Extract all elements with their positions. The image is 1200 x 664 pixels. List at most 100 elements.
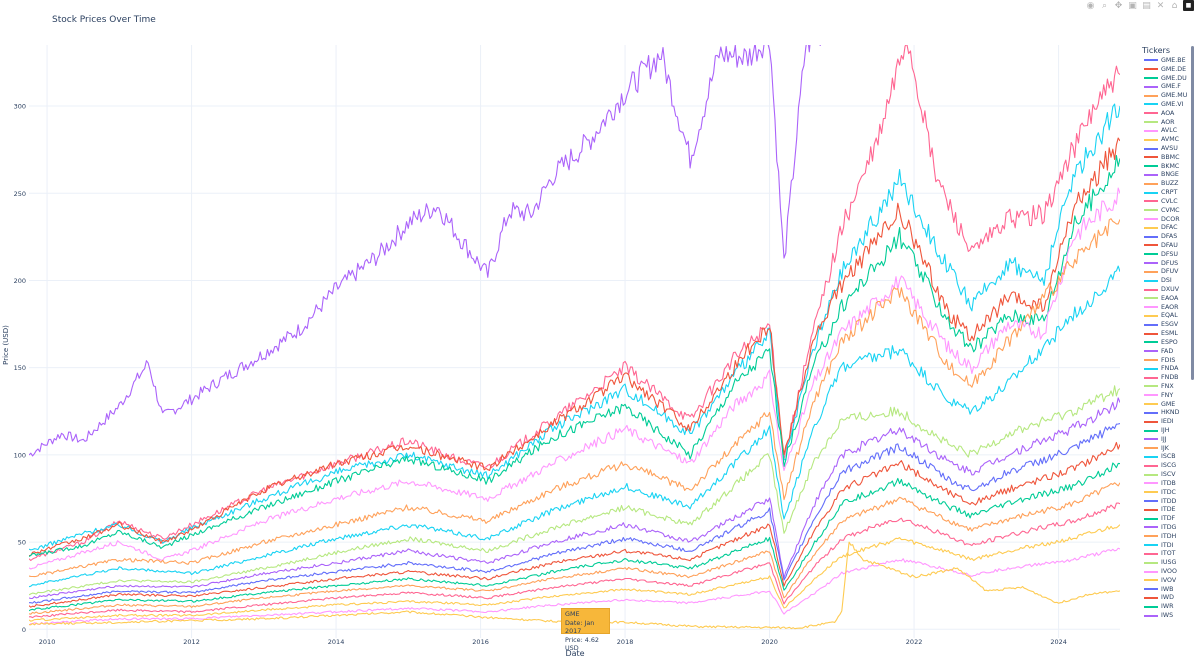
- legend-item[interactable]: FDIS: [1136, 356, 1192, 365]
- legend-item[interactable]: IEDI: [1136, 417, 1192, 426]
- legend-item[interactable]: FNDB: [1136, 373, 1192, 382]
- legend-item[interactable]: ITDG: [1136, 523, 1192, 532]
- legend-swatch: [1144, 235, 1158, 238]
- legend-item[interactable]: IJK: [1136, 444, 1192, 453]
- legend-item[interactable]: EQAL: [1136, 312, 1192, 321]
- legend-item[interactable]: DSI: [1136, 276, 1192, 285]
- legend-item[interactable]: GME.DU: [1136, 74, 1192, 83]
- legend-item[interactable]: ESGV: [1136, 320, 1192, 329]
- legend-item[interactable]: IUSG: [1136, 558, 1192, 567]
- legend-item[interactable]: IVOO: [1136, 567, 1192, 576]
- legend-item[interactable]: IWD: [1136, 594, 1192, 603]
- legend-item[interactable]: AVLC: [1136, 127, 1192, 136]
- modebar: ◉ ⌕ ✥ ▣ ▤ ✕ ⌂ ■: [1085, 0, 1194, 11]
- legend-item[interactable]: ISCB: [1136, 453, 1192, 462]
- legend-label: IJH: [1161, 427, 1170, 435]
- legend-item[interactable]: IJH: [1136, 426, 1192, 435]
- legend-item[interactable]: IVOV: [1136, 576, 1192, 585]
- legend-item[interactable]: GME.MU: [1136, 91, 1192, 100]
- legend-item[interactable]: FAD: [1136, 347, 1192, 356]
- reset-axes-icon[interactable]: ⌂: [1171, 0, 1178, 11]
- legend-item[interactable]: BUZZ: [1136, 179, 1192, 188]
- legend-item[interactable]: GME.F: [1136, 82, 1192, 91]
- legend-swatch: [1144, 526, 1158, 529]
- legend-item[interactable]: ITOT: [1136, 550, 1192, 559]
- legend-label: GME.DE: [1161, 65, 1187, 73]
- legend-item[interactable]: EAOR: [1136, 303, 1192, 312]
- legend-item[interactable]: CVLC: [1136, 197, 1192, 206]
- zoom-icon[interactable]: ⌕: [1101, 0, 1108, 11]
- legend-item[interactable]: ITDD: [1136, 497, 1192, 506]
- legend-label: BNGE: [1161, 171, 1179, 179]
- legend-item[interactable]: CVMC: [1136, 206, 1192, 215]
- plotly-logo-icon[interactable]: ■: [1183, 0, 1194, 11]
- legend-label: HKND: [1161, 409, 1180, 417]
- autoscale-icon[interactable]: ✕: [1156, 0, 1165, 11]
- legend-item[interactable]: FNX: [1136, 382, 1192, 391]
- legend-swatch: [1144, 59, 1158, 62]
- legend-item[interactable]: IWB: [1136, 585, 1192, 594]
- legend-item[interactable]: ISCV: [1136, 470, 1192, 479]
- legend-label: BKMC: [1161, 162, 1180, 170]
- legend-swatch: [1144, 182, 1158, 185]
- legend-item[interactable]: GME.BE: [1136, 56, 1192, 65]
- legend-item[interactable]: GME: [1136, 400, 1192, 409]
- legend-swatch: [1144, 403, 1158, 406]
- pan-icon[interactable]: ✥: [1114, 0, 1123, 11]
- legend-item[interactable]: DFAU: [1136, 241, 1192, 250]
- legend-item[interactable]: DCOR: [1136, 215, 1192, 224]
- legend-item[interactable]: DXUV: [1136, 285, 1192, 294]
- legend-item[interactable]: FNDA: [1136, 364, 1192, 373]
- legend-item[interactable]: ITDH: [1136, 532, 1192, 541]
- legend-label: BBMC: [1161, 153, 1180, 161]
- legend-label: ITDF: [1161, 515, 1176, 523]
- legend-item[interactable]: IWR: [1136, 602, 1192, 611]
- legend-item[interactable]: ESML: [1136, 329, 1192, 338]
- legend-item[interactable]: ITDC: [1136, 488, 1192, 497]
- legend-swatch: [1144, 605, 1158, 608]
- legend-swatch: [1144, 68, 1158, 71]
- legend-item[interactable]: ITDF: [1136, 514, 1192, 523]
- legend-item[interactable]: DFUS: [1136, 259, 1192, 268]
- legend-swatch: [1144, 129, 1158, 132]
- legend-item[interactable]: AVMC: [1136, 135, 1192, 144]
- legend-item[interactable]: DFAC: [1136, 223, 1192, 232]
- grid-layer: [29, 45, 1120, 638]
- legend-item[interactable]: ITDI: [1136, 541, 1192, 550]
- legend-swatch: [1144, 508, 1158, 511]
- legend-item[interactable]: GME.DE: [1136, 65, 1192, 74]
- legend-item[interactable]: CRPT: [1136, 188, 1192, 197]
- legend-label: DFAU: [1161, 241, 1178, 249]
- legend-item[interactable]: BBMC: [1136, 153, 1192, 162]
- x-tick-label: 2024: [1050, 638, 1067, 646]
- legend-item[interactable]: DFSU: [1136, 250, 1192, 259]
- legend-item[interactable]: AOR: [1136, 118, 1192, 127]
- legend-item[interactable]: HKND: [1136, 409, 1192, 418]
- legend-item[interactable]: ISCG: [1136, 461, 1192, 470]
- legend-label: EAOR: [1161, 303, 1179, 311]
- legend-scrollbar[interactable]: [1191, 46, 1194, 380]
- series-line-itdd: [29, 462, 1120, 612]
- legend-label: FNDA: [1161, 365, 1179, 373]
- legend-item[interactable]: IWS: [1136, 611, 1192, 620]
- legend-swatch: [1144, 94, 1158, 97]
- legend-item[interactable]: BNGE: [1136, 171, 1192, 180]
- legend-item[interactable]: ITDE: [1136, 505, 1192, 514]
- legend-item[interactable]: GME.VI: [1136, 100, 1192, 109]
- legend-swatch: [1144, 138, 1158, 141]
- legend-item[interactable]: ITDB: [1136, 479, 1192, 488]
- legend-item[interactable]: DFAS: [1136, 232, 1192, 241]
- legend-item[interactable]: AVSU: [1136, 144, 1192, 153]
- legend-item[interactable]: AOA: [1136, 109, 1192, 118]
- zoom-out-icon[interactable]: ▤: [1142, 0, 1151, 11]
- camera-icon[interactable]: ◉: [1086, 0, 1095, 11]
- legend-item[interactable]: FNY: [1136, 391, 1192, 400]
- legend-item[interactable]: DFUV: [1136, 268, 1192, 277]
- legend-item[interactable]: EAOA: [1136, 294, 1192, 303]
- zoom-in-icon[interactable]: ▣: [1128, 0, 1137, 11]
- legend-item[interactable]: IJJ: [1136, 435, 1192, 444]
- legend-item[interactable]: ESPO: [1136, 338, 1192, 347]
- legend-swatch: [1144, 191, 1158, 194]
- legend-item[interactable]: BKMC: [1136, 162, 1192, 171]
